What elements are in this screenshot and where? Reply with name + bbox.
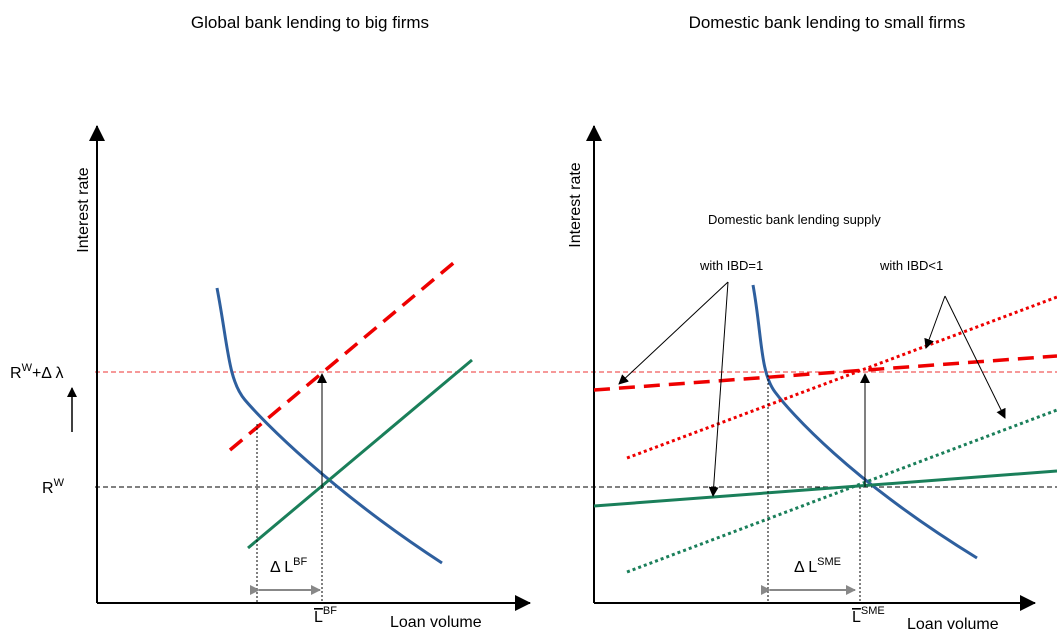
right-y-label: Interest rate — [567, 162, 584, 247]
left-y-label: Interest rate — [75, 167, 92, 252]
shifted-supply-ibd-one — [593, 354, 1057, 392]
annotation: Domestic bank lending supply — [708, 212, 881, 227]
pointer-arrow — [944, 295, 1006, 419]
pointer-arrow — [618, 281, 729, 385]
rate-low-label: RW — [42, 477, 65, 497]
note-ibd-less: with IBD<1 — [879, 258, 943, 273]
shifted-supply-ibd-less — [626, 295, 1057, 460]
supply-ibd-less — [626, 408, 1057, 574]
note-ibd-one: with IBD=1 — [699, 258, 763, 273]
delta-label: Δ LBF — [270, 556, 307, 576]
demand-curve — [751, 284, 978, 560]
left-x-label: Loan volume — [390, 614, 482, 631]
right-x-label: Loan volume — [907, 616, 999, 633]
equilibrium-label: LSME — [852, 605, 885, 626]
delta-label: Δ LSME — [794, 556, 841, 576]
demand-curve — [215, 287, 443, 565]
rate-high-label: RW+Δ λ — [10, 362, 64, 382]
pointer-arrow — [708, 281, 729, 497]
equilibrium-label: LBF — [314, 605, 337, 626]
supply-line — [247, 358, 473, 550]
pointer-arrow — [924, 295, 946, 349]
right-title: Domestic bank lending to small firms — [689, 13, 966, 32]
supply-ibd-one — [593, 469, 1057, 508]
left-title: Global bank lending to big firms — [191, 13, 429, 32]
